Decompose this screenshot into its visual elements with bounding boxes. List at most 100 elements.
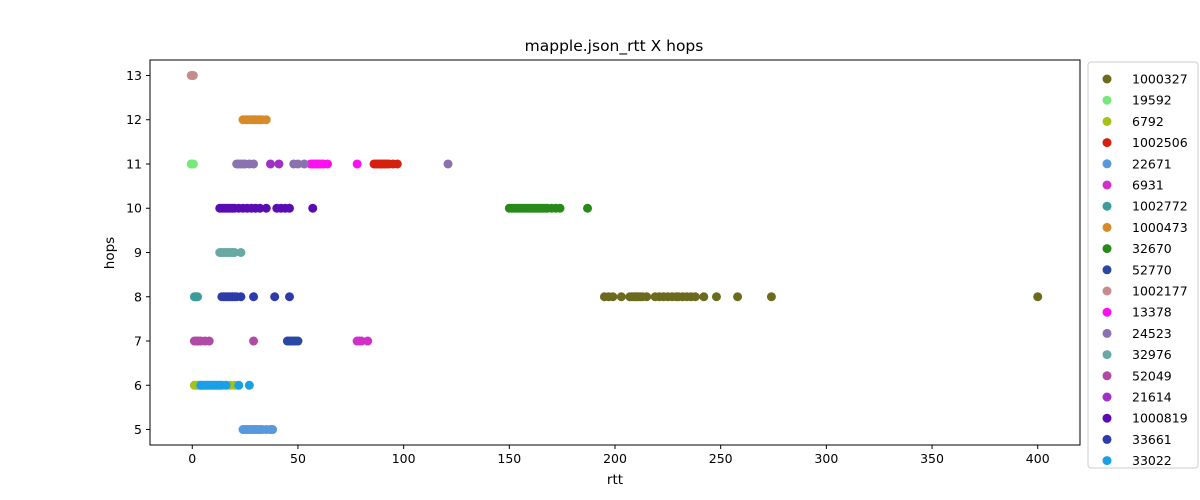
legend-marker (1102, 413, 1112, 423)
series-32976 (215, 248, 246, 257)
legend-item: 6931 (1102, 178, 1164, 193)
legend-item: 22671 (1102, 156, 1172, 171)
legend-label: 22671 (1132, 156, 1172, 171)
series-21614 (265, 159, 284, 169)
legend-item: 52770 (1102, 262, 1172, 277)
y-tick-label: 9 (134, 245, 142, 260)
plot-area-frame (149, 59, 1081, 446)
x-tick-label: 150 (497, 451, 521, 466)
y-tick-label: 8 (134, 289, 142, 304)
legend-frame (1087, 61, 1199, 469)
x-tick-label: 350 (920, 451, 944, 466)
legend-item: 52049 (1102, 368, 1172, 383)
x-tick-label: 50 (290, 451, 306, 466)
legend-item: 1000819 (1102, 411, 1188, 426)
series-1000327 (599, 292, 1043, 302)
data-point (1033, 292, 1043, 302)
data-point (363, 336, 373, 346)
data-point (699, 292, 709, 302)
legend-item: 19592 (1102, 93, 1172, 108)
data-point (236, 248, 246, 257)
data-point (230, 248, 240, 257)
legend-item: 32976 (1102, 347, 1172, 362)
legend-label: 6792 (1132, 114, 1164, 129)
legend-item: 13378 (1102, 305, 1172, 320)
y-axis-title: hops (102, 237, 118, 269)
legend-item: 1002177 (1102, 284, 1188, 299)
legend-marker (1102, 95, 1112, 105)
y-tick-label: 12 (126, 112, 142, 127)
data-point (261, 203, 271, 213)
legend-item: 21614 (1102, 390, 1172, 405)
legend-marker (1102, 328, 1112, 338)
data-point (188, 70, 198, 80)
series-1002772 (189, 292, 203, 302)
data-point (690, 292, 700, 302)
data-point (555, 203, 565, 213)
data-point (188, 159, 198, 169)
x-tick-label: 200 (603, 451, 627, 466)
legend-marker (1102, 74, 1112, 84)
data-point (255, 203, 265, 213)
data-point (711, 292, 721, 302)
data-point (234, 380, 244, 390)
series-33022 (196, 380, 254, 390)
data-point (308, 203, 318, 213)
data-point (204, 336, 214, 346)
legend-label: 32670 (1132, 241, 1172, 256)
x-tick-label: 400 (1026, 451, 1050, 466)
data-point (733, 292, 743, 302)
data-point (268, 425, 278, 435)
data-point (642, 292, 652, 302)
y-tick-label: 5 (134, 422, 142, 437)
data-point (356, 336, 366, 346)
y-axis: 5 6 7 8 9 10 11 12 13 (126, 68, 150, 437)
legend-items: 1000327 19592 6792 1002506 22671 6931 1002772 1… (1102, 72, 1188, 468)
legend-item: 1002772 (1102, 199, 1188, 214)
series-24523 (232, 159, 453, 169)
data-point (293, 159, 303, 169)
legend-label: 52770 (1132, 262, 1172, 277)
legend-item: 6792 (1102, 114, 1164, 129)
legend-marker (1102, 201, 1112, 211)
data-point (236, 292, 246, 302)
series-1002177 (186, 70, 198, 80)
data-point (616, 292, 626, 302)
data-point (249, 336, 259, 346)
data-point (608, 292, 618, 302)
data-point (261, 115, 271, 125)
legend-label: 21614 (1132, 390, 1172, 405)
series-6931 (352, 336, 373, 346)
legend-marker (1102, 307, 1112, 317)
legend-item: 1000327 (1102, 72, 1188, 87)
legend-marker (1102, 434, 1112, 444)
plot-marks (186, 70, 1043, 435)
x-tick-label: 250 (709, 451, 733, 466)
legend-item: 33022 (1102, 453, 1172, 468)
legend-marker (1102, 116, 1112, 126)
data-point (352, 159, 362, 169)
legend-label: 1002506 (1132, 135, 1188, 150)
legend-marker (1102, 180, 1112, 190)
y-tick-label: 10 (126, 201, 142, 216)
legend-item: 32670 (1102, 241, 1172, 256)
data-point (299, 159, 309, 169)
series-19592 (186, 159, 198, 169)
legend-label: 1000473 (1132, 220, 1188, 235)
legend-marker (1102, 350, 1112, 360)
x-tick-label: 0 (188, 451, 196, 466)
data-point (323, 159, 333, 169)
series-1000819 (215, 203, 318, 213)
data-point (249, 292, 259, 302)
legend-item: 1002506 (1102, 135, 1188, 150)
y-tick-label: 7 (134, 334, 142, 349)
data-point (293, 336, 303, 346)
legend-marker (1102, 456, 1112, 466)
legend-label: 33022 (1132, 453, 1172, 468)
data-point (274, 159, 284, 169)
x-axis-title: rtt (607, 472, 623, 488)
legend-marker (1102, 138, 1112, 148)
legend-label: 1002177 (1132, 284, 1188, 299)
series-1000473 (238, 115, 271, 125)
